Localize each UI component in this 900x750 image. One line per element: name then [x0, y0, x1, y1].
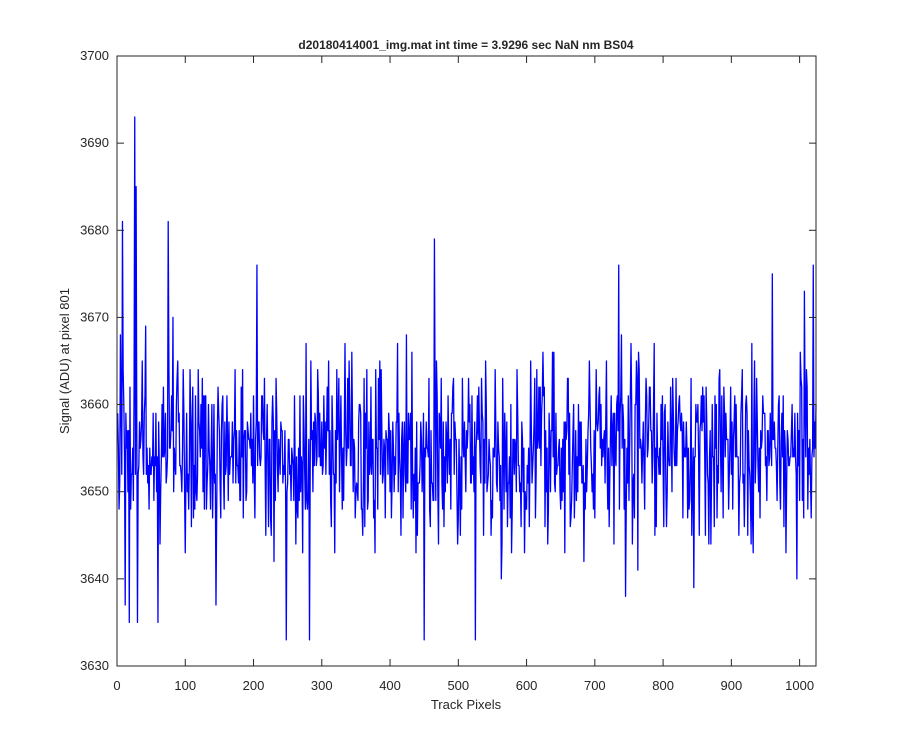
- chart-title: d20180414001_img.mat int time = 3.9296 s…: [298, 38, 634, 52]
- y-tick-label: 3640: [80, 571, 109, 586]
- x-tick-label: 200: [243, 678, 265, 693]
- x-tick-label: 700: [584, 678, 606, 693]
- y-tick-label: 3630: [80, 658, 109, 673]
- ticks-layer: 0 100 200 300 400 500 600 700 800 900 1000 3630 3640…: [80, 48, 816, 693]
- x-tick-label: 800: [652, 678, 674, 693]
- x-axis-label: Track Pixels: [431, 697, 502, 712]
- y-tick-label: 3700: [80, 48, 109, 63]
- x-tick-label: 500: [447, 678, 469, 693]
- x-tick-label: 300: [311, 678, 333, 693]
- series-layer: [117, 116, 817, 641]
- y-axis-label: Signal (ADU) at pixel 801: [57, 288, 72, 434]
- x-tick-label: 600: [516, 678, 538, 693]
- x-tick-label: 900: [721, 678, 743, 693]
- x-tick-label: 0: [113, 678, 120, 693]
- y-tick-label: 3660: [80, 397, 109, 412]
- plot-area: [117, 56, 816, 666]
- x-tick-label: 1000: [785, 678, 814, 693]
- x-tick-label: 100: [174, 678, 196, 693]
- x-tick-label: 400: [379, 678, 401, 693]
- y-tick-label: 3680: [80, 222, 109, 237]
- series-line: [117, 116, 817, 641]
- y-tick-label: 3690: [80, 135, 109, 150]
- y-tick-label: 3670: [80, 309, 109, 324]
- axes-box: [116, 55, 817, 667]
- y-tick-label: 3650: [80, 484, 109, 499]
